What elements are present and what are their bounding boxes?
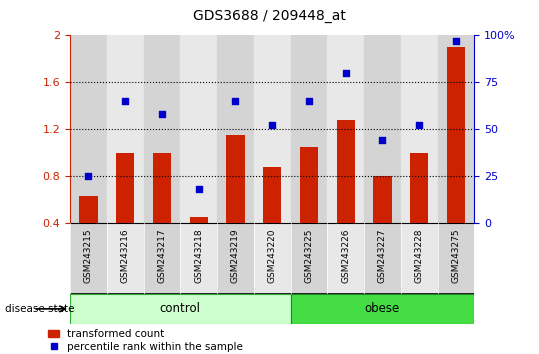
Bar: [217, 35, 254, 223]
Bar: [410, 153, 429, 223]
Bar: [291, 223, 327, 294]
Bar: [327, 35, 364, 223]
Legend: transformed count, percentile rank within the sample: transformed count, percentile rank withi…: [49, 329, 243, 352]
Bar: [401, 223, 438, 294]
Text: GSM243217: GSM243217: [157, 229, 167, 283]
Bar: [153, 153, 171, 223]
Bar: [447, 47, 465, 223]
Text: GSM243219: GSM243219: [231, 229, 240, 283]
Text: GSM243226: GSM243226: [341, 229, 350, 283]
Bar: [438, 223, 474, 294]
Text: GSM243216: GSM243216: [121, 229, 130, 283]
Text: GSM243227: GSM243227: [378, 229, 387, 283]
Bar: [181, 223, 217, 294]
Text: GSM243218: GSM243218: [194, 229, 203, 283]
Bar: [373, 176, 392, 223]
Point: [452, 38, 460, 44]
Point: [305, 98, 313, 104]
Bar: [217, 223, 254, 294]
Point: [378, 138, 387, 143]
Text: obese: obese: [365, 302, 400, 315]
Bar: [300, 147, 318, 223]
Bar: [263, 167, 281, 223]
Bar: [190, 217, 208, 223]
Point: [121, 98, 129, 104]
Bar: [438, 35, 474, 223]
Bar: [79, 196, 98, 223]
Bar: [181, 35, 217, 223]
Point: [195, 187, 203, 192]
Point: [341, 70, 350, 76]
Bar: [254, 35, 291, 223]
Text: GSM243228: GSM243228: [414, 229, 424, 283]
Bar: [143, 223, 181, 294]
Point: [268, 122, 277, 128]
Point: [84, 173, 93, 179]
Text: GDS3688 / 209448_at: GDS3688 / 209448_at: [193, 9, 346, 23]
Bar: [70, 223, 107, 294]
Point: [415, 122, 424, 128]
Bar: [364, 223, 401, 294]
Text: disease state: disease state: [5, 304, 75, 314]
Point: [157, 112, 166, 117]
Bar: [254, 223, 291, 294]
Bar: [107, 35, 143, 223]
Bar: [336, 120, 355, 223]
Text: GSM243220: GSM243220: [268, 229, 277, 283]
Bar: [107, 223, 143, 294]
Bar: [226, 135, 245, 223]
Bar: [143, 35, 181, 223]
Bar: [116, 153, 134, 223]
Bar: [291, 35, 327, 223]
Bar: [364, 35, 401, 223]
Bar: [70, 35, 107, 223]
Text: control: control: [160, 302, 201, 315]
Text: GSM243225: GSM243225: [305, 229, 314, 283]
Text: GSM243275: GSM243275: [452, 229, 460, 283]
Text: GSM243215: GSM243215: [84, 229, 93, 283]
Bar: [291, 294, 474, 324]
Bar: [327, 223, 364, 294]
Bar: [70, 294, 291, 324]
Point: [231, 98, 240, 104]
Bar: [401, 35, 438, 223]
